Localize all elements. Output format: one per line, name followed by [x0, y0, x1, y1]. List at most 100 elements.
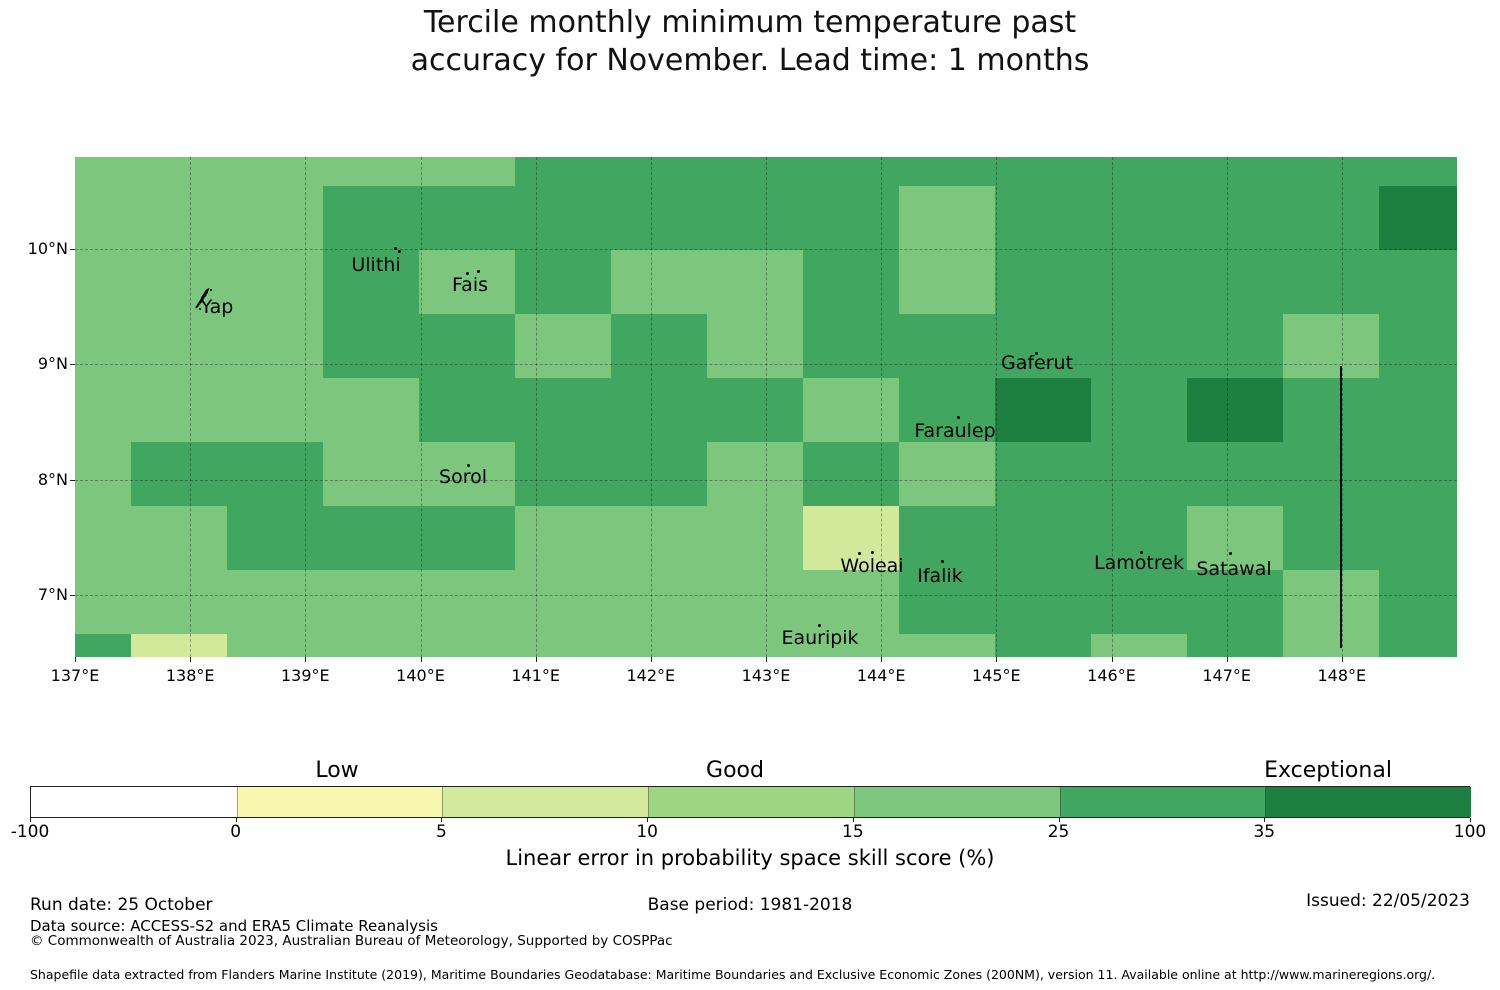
- grid-cell: [227, 442, 323, 506]
- grid-cell: [323, 442, 419, 506]
- grid-cell: [131, 442, 227, 506]
- grid-cell: [899, 634, 995, 657]
- island-label: Yap: [200, 296, 234, 318]
- colorbar-segment: [1265, 787, 1471, 817]
- island-label: Fais: [451, 274, 489, 296]
- y-axis-tick-label: 10°N: [27, 239, 68, 259]
- grid-cell: [75, 634, 131, 657]
- map-area: Yap Ulithi Fais Sorol Gaferut Faraulep Woleai I…: [75, 157, 1457, 657]
- colorbar-tick: [852, 818, 854, 822]
- grid-cell: [227, 157, 323, 186]
- grid-cell: [1379, 442, 1457, 506]
- grid-cell: [515, 570, 611, 634]
- grid-cell: [1187, 186, 1283, 250]
- colorbar-tick-label: 35: [1253, 822, 1276, 842]
- x-axis-tick: [420, 657, 422, 662]
- x-axis-tick-label: 147°E: [1202, 666, 1251, 685]
- grid-cell: [611, 378, 707, 442]
- grid-cell: [1187, 378, 1283, 442]
- grid-cell: [707, 378, 803, 442]
- x-axis-tick: [650, 657, 652, 662]
- x-axis-tick: [1111, 657, 1113, 662]
- grid-cell: [227, 506, 323, 570]
- grid-cell: [1379, 250, 1457, 314]
- colorbar-tick-label: -100: [10, 822, 50, 842]
- run-date-text: Run date: 25 October: [30, 895, 213, 915]
- parallel-gridline: [75, 594, 1457, 596]
- x-axis-tick-label: 143°E: [741, 666, 791, 685]
- grid-cell: [419, 250, 515, 314]
- grid-cell: [1283, 157, 1379, 186]
- colorbar-tick: [30, 818, 31, 822]
- grid-cell: [1379, 570, 1457, 634]
- grid-cell: [995, 186, 1091, 250]
- island-marker-dot: [858, 552, 861, 555]
- grid-cell: [803, 186, 899, 250]
- grid-cell: [1379, 314, 1457, 378]
- grid-cell: [75, 442, 131, 506]
- grid-cell: [515, 157, 611, 186]
- x-axis-tick-label: 140°E: [396, 666, 445, 685]
- grid-cell: [707, 250, 803, 314]
- colorbar-category-label: Exceptional: [1264, 758, 1392, 783]
- colorbar-tick: [1058, 818, 1060, 822]
- grid-cell: [1283, 378, 1379, 442]
- colorbar-segment: [236, 787, 443, 817]
- island-marker-dot: [1140, 551, 1143, 554]
- colorbar-segment: [31, 787, 237, 817]
- title-line-2: accuracy for November. Lead time: 1 mont…: [410, 43, 1090, 78]
- grid-cell: [131, 378, 227, 442]
- grid-cell: [611, 157, 707, 186]
- x-axis-tick: [190, 657, 192, 662]
- x-axis-tick: [535, 657, 537, 662]
- grid-cell: [995, 506, 1091, 570]
- grid-cell: [131, 570, 227, 634]
- grid-cell: [419, 186, 515, 250]
- colorbar-tick: [441, 818, 443, 822]
- grid-cell: [1187, 634, 1283, 657]
- eez-boundary-line: [1340, 366, 1342, 648]
- island-label: Woleai: [840, 555, 904, 577]
- grid-cell: [515, 378, 611, 442]
- grid-cell: [419, 314, 515, 378]
- grid-cell: [995, 570, 1091, 634]
- colorbar-tick-label: 5: [436, 822, 447, 842]
- grid-cell: [1187, 570, 1283, 634]
- grid-cell: [899, 314, 995, 378]
- island-marker-dot: [466, 272, 469, 275]
- island-label: Satawal: [1196, 558, 1272, 580]
- colorbar-tick: [1264, 818, 1266, 822]
- meridian-gridline: [535, 157, 537, 657]
- x-axis-tick-label: 138°E: [165, 666, 215, 685]
- grid-cell: [707, 442, 803, 506]
- grid-cell: [803, 378, 899, 442]
- grid-cell: [323, 378, 419, 442]
- colorbar-divider: [236, 787, 238, 817]
- grid-cell: [1187, 314, 1283, 378]
- parallel-gridline: [75, 249, 1457, 251]
- grid-cell: [515, 506, 611, 570]
- grid-cell: [995, 442, 1091, 506]
- grid-cell: [995, 314, 1091, 378]
- x-axis-tick-label: 142°E: [626, 666, 676, 685]
- grid-cell: [227, 378, 323, 442]
- colorbar-tick: [235, 818, 237, 822]
- y-axis-tick-label: 8°N: [37, 469, 68, 489]
- grid-cell: [899, 186, 995, 250]
- grid-cell: [1187, 442, 1283, 506]
- y-axis-tick-label: 9°N: [37, 354, 68, 374]
- grid-cell: [1091, 378, 1187, 442]
- grid-cell: [131, 314, 227, 378]
- grid-cell: [803, 570, 899, 634]
- island-label: Eauripik: [781, 627, 859, 649]
- grid-cell: [323, 186, 419, 250]
- chart-title: Tercile monthly minimum temperature past…: [0, 4, 1500, 80]
- colorbar-segment: [853, 787, 1060, 817]
- grid-cell: [1283, 250, 1379, 314]
- x-axis-tick: [881, 657, 883, 662]
- parallel-gridline: [75, 364, 1457, 366]
- grid-cell: [75, 157, 131, 186]
- grid-cell: [803, 506, 899, 570]
- colorbar-tick-label: 10: [636, 822, 658, 842]
- grid-cell: [899, 157, 995, 186]
